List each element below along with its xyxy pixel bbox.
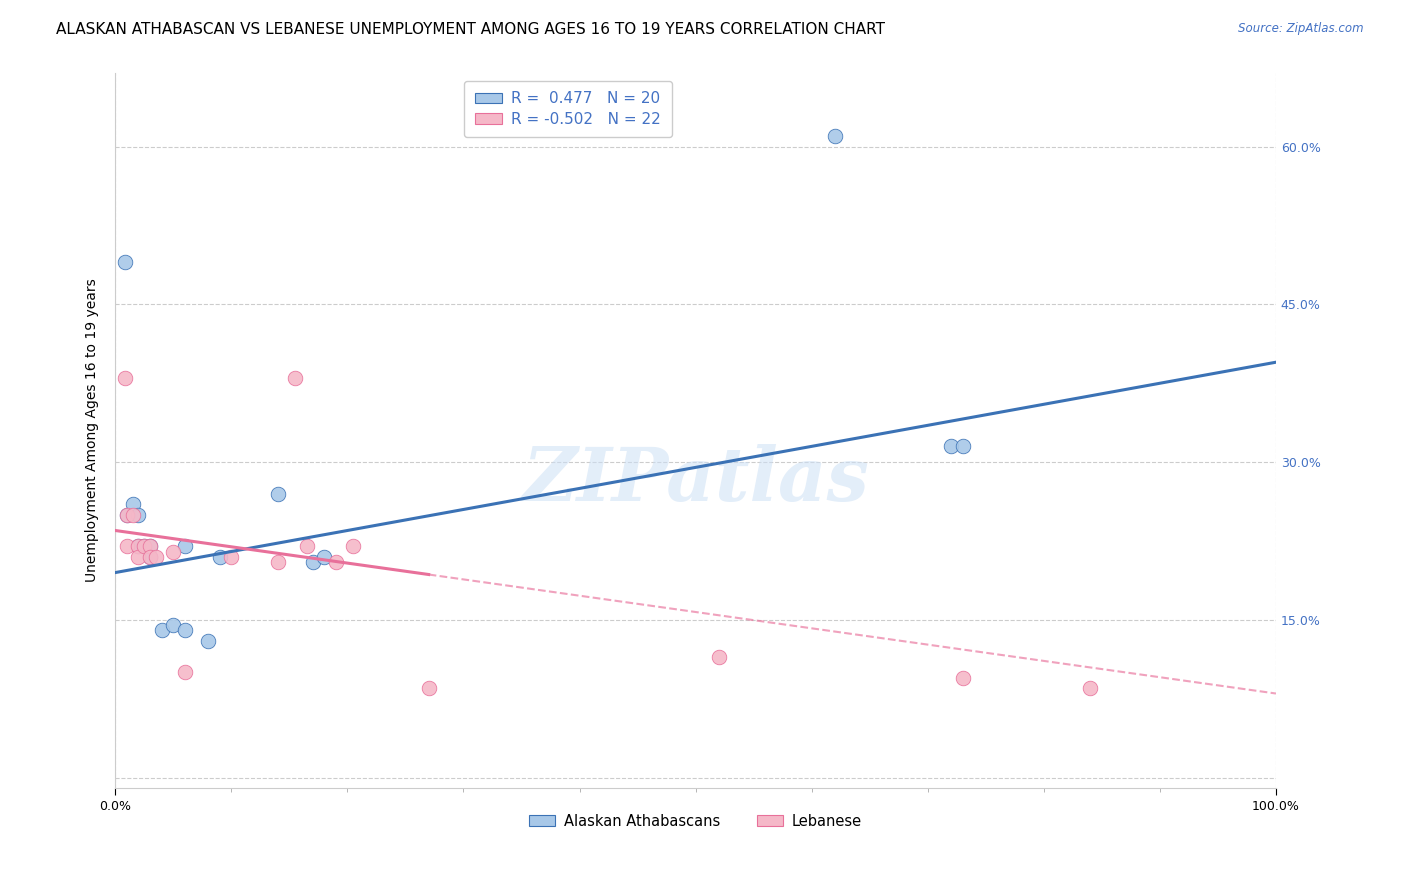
Point: [707, 649, 730, 664]
Point: [115, 508, 138, 522]
Point: [824, 129, 846, 144]
Point: [162, 618, 184, 632]
Point: [127, 539, 149, 553]
Point: [301, 555, 323, 569]
Point: [145, 549, 167, 564]
Text: Source: ZipAtlas.com: Source: ZipAtlas.com: [1239, 22, 1364, 36]
Point: [174, 539, 197, 553]
Point: [939, 439, 962, 453]
Point: [314, 549, 336, 564]
Point: [208, 549, 231, 564]
Point: [139, 539, 162, 553]
Point: [114, 371, 136, 385]
Point: [267, 555, 290, 569]
Point: [150, 624, 173, 638]
Point: [952, 439, 974, 453]
Point: [127, 549, 149, 564]
Point: [127, 508, 149, 522]
Point: [134, 539, 156, 553]
Point: [174, 665, 197, 680]
Y-axis label: Unemployment Among Ages 16 to 19 years: Unemployment Among Ages 16 to 19 years: [86, 278, 100, 582]
Point: [162, 544, 184, 558]
Point: [115, 508, 138, 522]
Point: [121, 508, 143, 522]
Point: [1078, 681, 1101, 696]
Point: [139, 539, 162, 553]
Point: [134, 539, 156, 553]
Point: [127, 539, 149, 553]
Point: [121, 497, 143, 511]
Point: [114, 255, 136, 269]
Point: [952, 671, 974, 685]
Text: ALASKAN ATHABASCAN VS LEBANESE UNEMPLOYMENT AMONG AGES 16 TO 19 YEARS CORRELATIO: ALASKAN ATHABASCAN VS LEBANESE UNEMPLOYM…: [56, 22, 886, 37]
Point: [197, 634, 219, 648]
Point: [174, 624, 197, 638]
Point: [325, 555, 347, 569]
Point: [342, 539, 364, 553]
Point: [115, 539, 138, 553]
Point: [267, 486, 290, 500]
Point: [221, 549, 243, 564]
Point: [139, 549, 162, 564]
Point: [139, 549, 162, 564]
Point: [295, 539, 318, 553]
Point: [418, 681, 440, 696]
Text: ZIPatlas: ZIPatlas: [522, 444, 869, 516]
Legend: Alaskan Athabascans, Lebanese: Alaskan Athabascans, Lebanese: [523, 808, 868, 835]
Point: [284, 371, 307, 385]
